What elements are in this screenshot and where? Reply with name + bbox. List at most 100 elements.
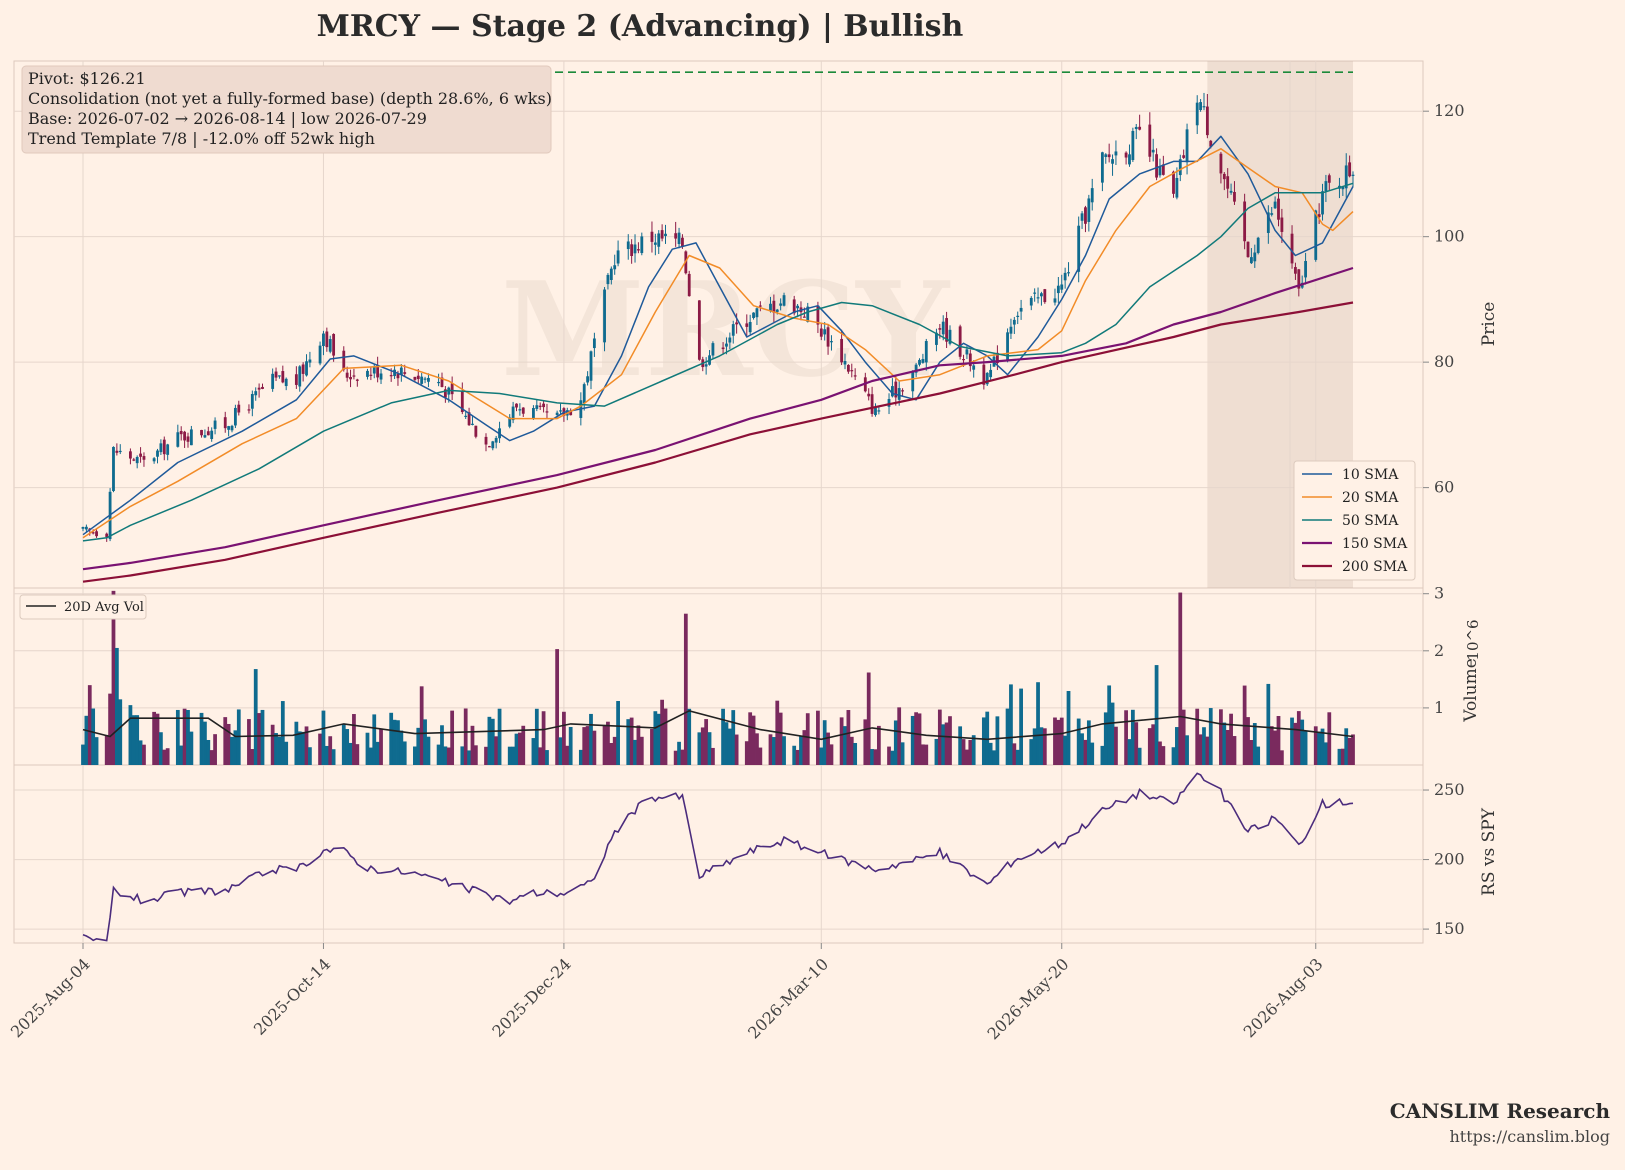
volume-bar <box>846 710 851 765</box>
candle-body <box>318 345 322 364</box>
volume-bar <box>379 728 383 765</box>
volume-bar <box>981 717 986 765</box>
volume-bar <box>650 728 654 765</box>
candle-body <box>616 250 620 264</box>
volume-bar <box>470 725 475 765</box>
candle-body <box>995 352 999 364</box>
volume-bar <box>1076 718 1081 765</box>
candle-body <box>508 417 512 427</box>
avg-volume-line <box>82 709 1354 741</box>
candle-body <box>1222 173 1226 180</box>
candle-body <box>105 533 109 538</box>
volume-bar <box>419 686 424 765</box>
candle-body <box>484 436 488 445</box>
annotation-pivot: Pivot: $126.21 <box>28 69 146 88</box>
candle-body <box>95 531 98 537</box>
legend-20d-avg-vol: 20D Avg Vol <box>64 600 144 615</box>
volume-bar <box>226 723 231 765</box>
volume-bar <box>1252 723 1257 765</box>
candle-body <box>203 435 207 438</box>
volume-bar <box>1042 728 1047 765</box>
volume-bar <box>731 710 736 765</box>
candle-body <box>332 333 336 356</box>
volume-bar <box>660 699 665 765</box>
volume-bar <box>203 721 207 765</box>
volume-bars <box>81 590 1355 765</box>
volume-bar <box>331 749 336 765</box>
candle-body <box>1033 292 1037 294</box>
volume-bar <box>1269 726 1274 765</box>
volume-bar <box>1296 711 1301 765</box>
candle-body <box>626 241 630 250</box>
volume-bar <box>1181 709 1186 765</box>
volume-bar <box>463 708 468 765</box>
candle-body <box>545 411 549 413</box>
volume-bar <box>230 736 234 765</box>
price-tick-label: 120 <box>1434 101 1465 120</box>
candle-body <box>223 417 227 429</box>
candle-body <box>257 387 261 390</box>
legend-10-sma: 10 SMA <box>1342 467 1399 483</box>
candle-body <box>775 309 779 312</box>
annotation-base-dates: Base: 2026-07-02 → 2026-08-14 | low 2026… <box>28 109 427 128</box>
volume-bar <box>968 739 973 765</box>
legend-200-sma: 200 SMA <box>1342 559 1408 575</box>
candle-body <box>1134 126 1138 130</box>
volume-bar <box>186 710 190 765</box>
volume-bar <box>795 749 800 765</box>
candle-body <box>1087 198 1091 222</box>
volume-bar <box>341 724 346 765</box>
candle-body <box>156 450 159 457</box>
volume-bar <box>389 712 394 765</box>
volume-bar <box>1276 716 1281 765</box>
candle-body <box>948 329 952 344</box>
candle-body <box>1036 297 1040 299</box>
candle-body <box>1270 213 1274 215</box>
candle-body <box>183 431 187 441</box>
volume-bar <box>1056 719 1061 765</box>
candle-body <box>1290 233 1294 264</box>
volume-bar <box>443 746 448 765</box>
volume-bar <box>301 731 306 765</box>
volume-bar <box>348 742 353 765</box>
volume-bar <box>819 747 824 765</box>
volume-bar <box>1161 746 1166 765</box>
volume-bar <box>304 726 309 765</box>
candle-body <box>179 430 183 435</box>
candle-body <box>274 371 278 378</box>
volume-bar <box>91 708 96 765</box>
volume-bar <box>1293 722 1298 765</box>
candle-body <box>1317 214 1321 218</box>
candle-body <box>870 394 874 414</box>
volume-bar <box>1127 739 1132 765</box>
volume-bar <box>843 726 847 765</box>
volume-bar <box>1039 727 1044 765</box>
candle-body <box>487 446 491 448</box>
volume-bar <box>1351 734 1355 765</box>
volume-bar <box>592 730 597 765</box>
volume-bar <box>744 741 749 765</box>
candle-body <box>1100 152 1104 183</box>
candle-body <box>1348 162 1352 177</box>
candle-body <box>1280 217 1284 232</box>
candle-body <box>301 364 305 374</box>
volume-bar <box>104 734 109 765</box>
candle-body <box>440 377 444 387</box>
volume-bar <box>152 711 157 765</box>
candle-body <box>1249 257 1253 264</box>
volume-bar <box>948 716 952 765</box>
volume-bar <box>687 708 692 765</box>
candle-body <box>850 370 854 372</box>
candle-body <box>802 316 806 318</box>
volume-bar <box>704 719 709 765</box>
candle-body <box>901 390 904 392</box>
candle-body <box>711 343 715 356</box>
candle-body <box>91 532 95 534</box>
volume-bar <box>663 708 668 765</box>
volume-tick-label: 1 <box>1434 698 1444 717</box>
candle-body <box>254 391 258 396</box>
volume-bar <box>1053 717 1057 765</box>
volume-bar <box>578 749 583 765</box>
candle-body <box>1009 326 1013 334</box>
candle-body <box>1148 124 1152 157</box>
